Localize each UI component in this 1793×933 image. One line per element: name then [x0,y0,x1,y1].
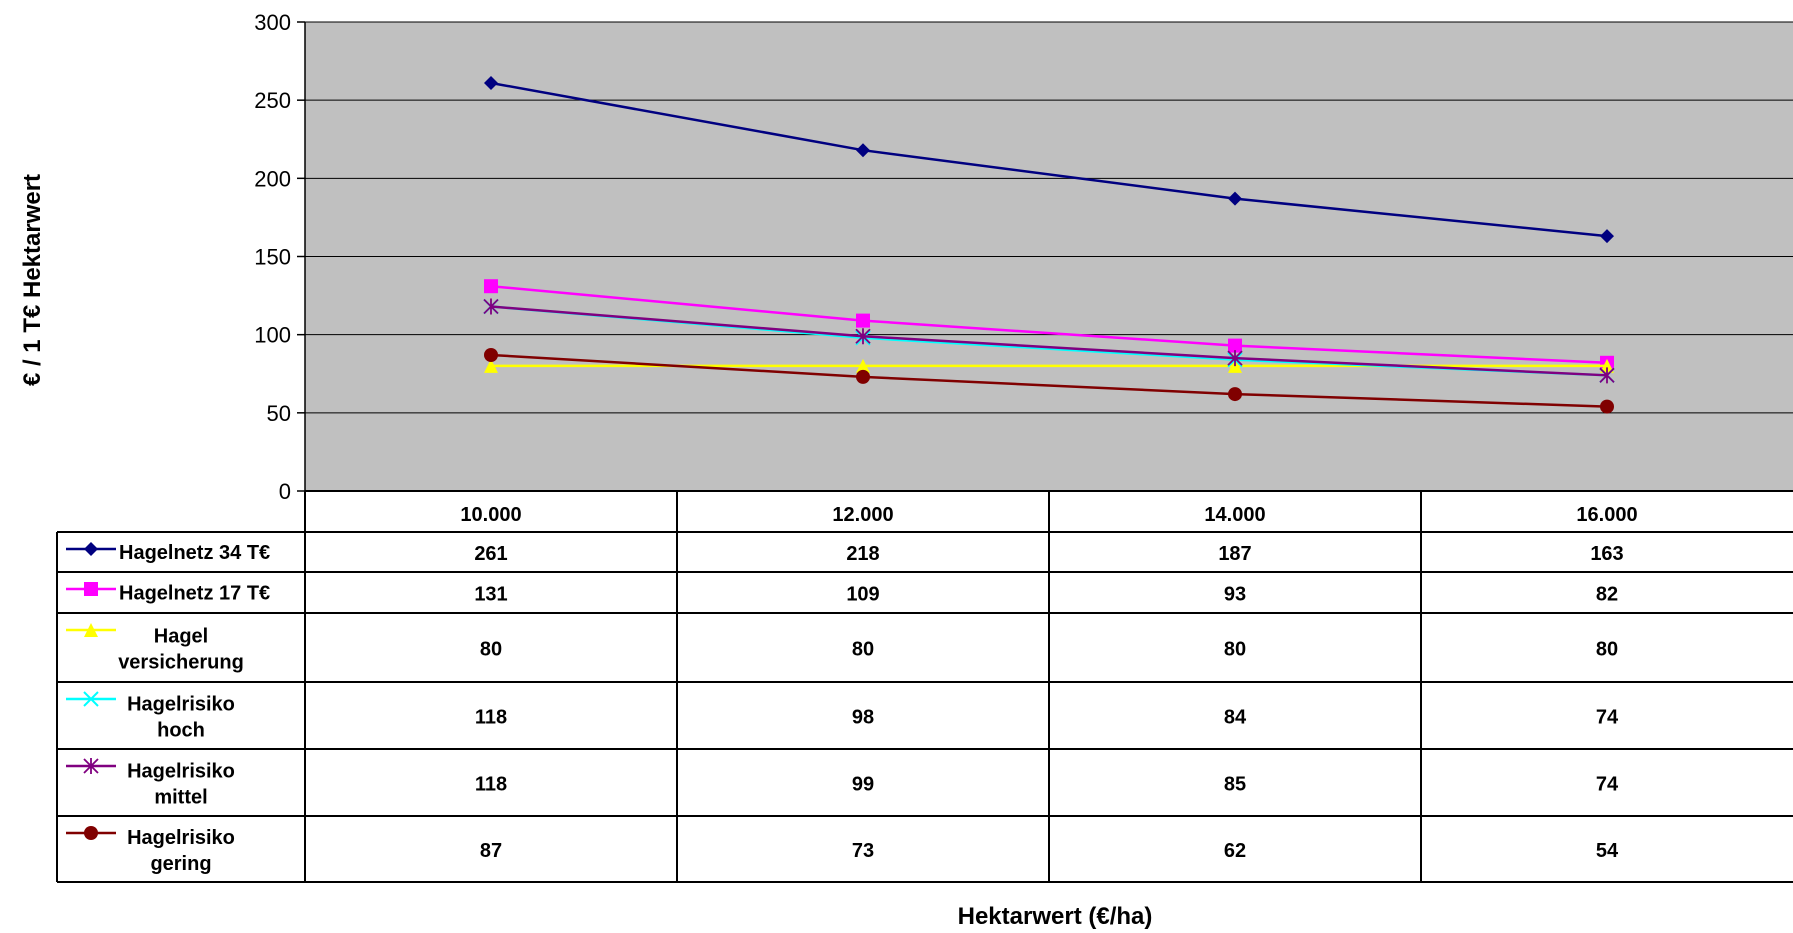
data-point [484,75,498,90]
legend-key-marker [84,542,98,556]
y-tick-label: 250 [254,88,291,113]
y-tick-label: 300 [254,10,291,35]
data-point [1228,387,1242,402]
y-tick-label: 50 [267,401,291,426]
legend-label: mittel [154,787,207,809]
y-axis: 0 50 100 150 200 250 300 [254,10,306,504]
data-point [1228,338,1242,353]
legend-label: Hagelrisiko [127,761,235,783]
data-label: 261 [474,543,507,565]
x-category-label: 12.000 [832,504,893,526]
legend-label: Hagelnetz 34 T€ [119,542,270,564]
data-label: 87 [480,840,502,862]
series-group [484,75,1614,244]
data-label: 118 [475,774,507,796]
x-category-label: 10.000 [460,504,521,526]
legend-label: gering [150,853,211,875]
legend-key-marker [83,691,99,707]
y-tick-label: 150 [254,245,291,270]
legend-label: hoch [157,720,205,742]
legend-key-marker [83,758,99,774]
data-label: 73 [852,840,874,862]
series-group [484,279,1614,370]
data-label: 84 [1224,707,1247,729]
data-point [484,358,498,373]
data-point [856,143,870,158]
legend-key-marker [84,623,98,637]
data-point [1228,191,1242,206]
data-point [856,358,870,373]
series-line [490,81,1608,238]
data-label: 163 [1590,543,1623,565]
x-axis-title: Hektarwert (€/ha) [958,903,1153,930]
y-tick-label: 200 [254,166,291,191]
data-label: 54 [1596,840,1619,862]
data-label: 80 [1596,639,1618,661]
x-category-label: 16.000 [1576,504,1637,526]
legend-label: Hagel [154,626,208,648]
legend-label: Hagelrisiko [127,827,235,849]
legend-key-marker [84,826,98,840]
series-group [483,298,1615,384]
data-point [484,347,498,362]
series-line [490,305,1608,377]
y-axis-title: € / 1 T€ Hektarwert [19,174,46,386]
data-label: 80 [1224,639,1246,661]
data-label: 187 [1218,543,1251,565]
data-label: 82 [1596,584,1618,606]
data-point [484,279,498,294]
data-point [1599,367,1615,384]
data-label: 218 [846,543,879,565]
legend-label: versicherung [118,652,244,674]
data-label: 98 [852,707,874,729]
data-point [855,328,871,345]
series-lines [483,75,1615,414]
series-group [484,347,1614,414]
data-label: 85 [1224,774,1246,796]
data-point [1600,358,1614,373]
data-point [1227,350,1243,367]
data-label: 80 [852,639,874,661]
data-point [856,369,870,384]
data-label: 118 [475,707,507,729]
grid-lines [305,21,1793,414]
data-label: 109 [846,584,879,606]
y-tick-label: 100 [254,323,291,348]
data-table: 10.000 12.000 14.000 16.000 Hagelnetz 34 T€ 2… [56,490,1793,883]
data-point [1600,229,1614,244]
legend-key-marker [84,582,98,596]
legend-label: Hagelnetz 17 T€ [119,583,270,605]
series-line [490,284,1608,365]
y-tick-label: 0 [279,479,291,504]
data-label: 131 [474,584,507,606]
data-label: 93 [1224,584,1246,606]
data-label: 74 [1596,707,1619,729]
data-label: 99 [852,774,874,796]
series-line [490,353,1608,408]
x-category-label: 14.000 [1204,504,1265,526]
data-point [856,313,870,328]
data-label: 62 [1224,840,1246,862]
data-point [1600,399,1614,414]
data-point [483,298,499,315]
data-label: 80 [480,639,502,661]
data-label: 74 [1596,774,1619,796]
legend-label: Hagelrisiko [127,694,235,716]
